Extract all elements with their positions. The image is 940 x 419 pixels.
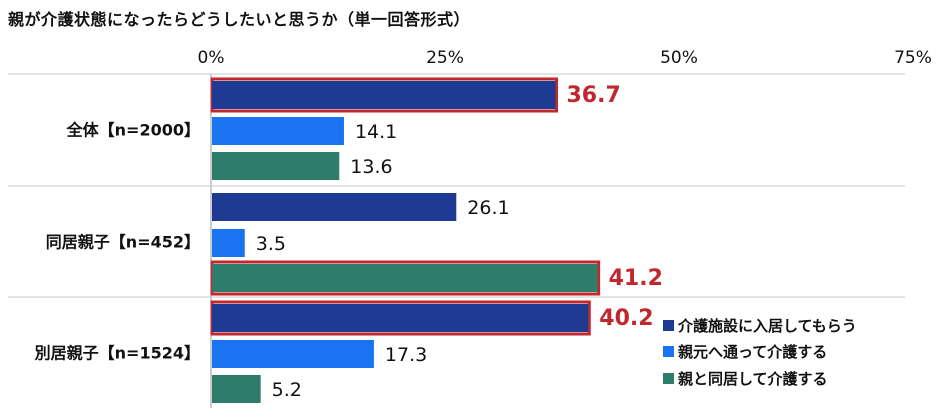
bar: [212, 117, 344, 145]
bar: [212, 152, 340, 180]
bar-value-label: 13.6: [350, 156, 392, 178]
legend-label: 親元へ通って介護する: [678, 343, 827, 361]
x-tick-label: 0%: [198, 48, 225, 68]
bar-value-label: 3.5: [256, 233, 286, 255]
legend-swatch: [663, 346, 674, 357]
chart-title: 親が介護状態になったらどうしたいと思うか（単一回答形式）: [8, 10, 471, 29]
bar-value-label: 26.1: [467, 197, 509, 219]
legend-label: 介護施設に入居してもらう: [677, 317, 857, 335]
bar: [212, 229, 245, 257]
bar-value-label: 17.3: [385, 344, 427, 366]
category-label: 全体【n=2000】: [66, 121, 200, 140]
category-label: 同居親子【n=452】: [46, 233, 200, 252]
bar-value-label: 14.1: [355, 121, 397, 143]
bar: [212, 264, 598, 292]
bar: [212, 304, 589, 332]
bar: [212, 340, 374, 368]
legend-swatch: [663, 320, 674, 331]
bar-value-label: 5.2: [272, 379, 302, 401]
legend-label: 親と同居して介護する: [678, 370, 828, 388]
category-label: 別居親子【n=1524】: [35, 344, 200, 363]
x-tick-label: 25%: [426, 48, 464, 68]
legend-swatch: [663, 373, 674, 384]
bar-value-label: 40.2: [599, 306, 653, 331]
bar: [212, 375, 261, 403]
bar: [212, 81, 556, 109]
bar-value-label: 41.2: [609, 266, 663, 291]
x-tick-label: 75%: [894, 48, 932, 68]
bar-value-label: 36.7: [567, 83, 621, 108]
x-tick-label: 50%: [660, 48, 698, 68]
bar: [212, 193, 457, 221]
